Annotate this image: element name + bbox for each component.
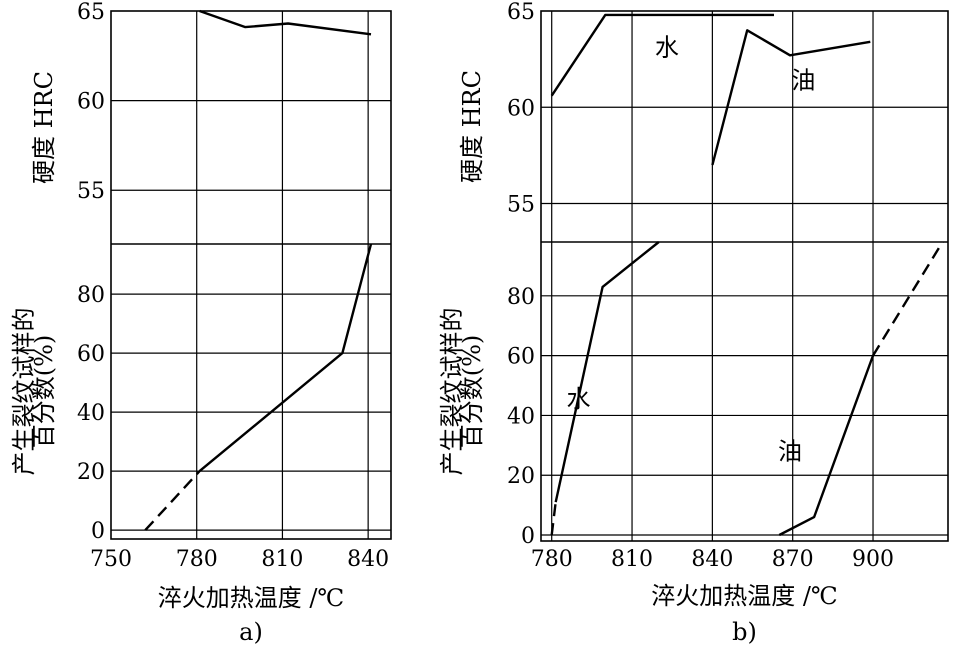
water-series-label-hardness: 水 [655, 34, 679, 62]
plot-frame [110, 10, 392, 540]
crack-rate-y-tick-label: 60 [507, 345, 535, 370]
x-tick-label: 900 [852, 547, 894, 572]
hardness-series-line-1 [711, 29, 871, 166]
x-tick-label: 780 [531, 547, 573, 572]
crack-rate-series-line-1 [198, 243, 373, 473]
x-tick-label: 750 [90, 547, 132, 572]
hardness-y-tick-label: 65 [507, 0, 535, 25]
crack-rate-y-tick-label: 40 [77, 401, 105, 426]
x-axis-title: 淬火加热温度 /℃ [651, 582, 838, 610]
plot-frame [540, 10, 949, 542]
crack-rate-y-tick-label: 0 [91, 519, 105, 544]
crack-rate-series-line-3 [871, 241, 944, 357]
crack-rate-y-tick-label: 0 [521, 524, 535, 549]
crack-rate-y-tick-label: 40 [507, 404, 535, 429]
x-tick-label: 810 [261, 547, 303, 572]
crack-rate-y-axis-title: 产生裂纹试样的 [438, 308, 466, 476]
x-tick-label: 810 [611, 547, 653, 572]
panel-label: b) [732, 618, 757, 646]
x-tick-label: 780 [176, 547, 218, 572]
crack-rate-y-tick-label: 20 [77, 460, 105, 485]
panel-label: a) [239, 618, 263, 646]
hardness-y-axis-title: 硬度 HRC [30, 71, 58, 184]
x-tick-label: 840 [347, 547, 389, 572]
hardness-y-tick-label: 60 [507, 96, 535, 121]
crack-rate-y-tick-label: 80 [507, 285, 535, 310]
crack-rate-series-line-2 [778, 355, 875, 537]
hardness-y-tick-label: 60 [77, 90, 105, 115]
hardness-series-line-0 [550, 13, 774, 97]
crack-rate-y-axis-title: 百分数(%) [30, 335, 58, 449]
hardness-y-tick-label: 55 [77, 179, 105, 204]
x-axis-title: 淬火加热温度 /℃ [158, 584, 345, 612]
crack-rate-series-line-1 [554, 241, 660, 503]
oil-series-label-crack: 油 [778, 437, 802, 465]
hardness-series-line-0 [199, 9, 372, 36]
oil-series-label-hardness: 油 [791, 66, 815, 94]
hardness-y-axis-title: 硬度 HRC [458, 70, 486, 183]
crack-rate-y-axis-title: 百分数(%) [458, 335, 486, 449]
water-series-label-crack: 水 [566, 385, 590, 413]
hardness-y-tick-label: 55 [507, 193, 535, 218]
crack-rate-y-tick-label: 80 [77, 283, 105, 308]
crack-rate-series-line-0 [144, 470, 201, 531]
crack-rate-y-tick-label: 60 [77, 342, 105, 367]
x-tick-label: 870 [772, 547, 814, 572]
hardness-y-tick-label: 65 [77, 0, 105, 25]
crack-rate-y-axis-title: 产生裂纹试样的 [10, 308, 38, 476]
crack-rate-y-tick-label: 20 [507, 464, 535, 489]
crack-rate-series-line-0 [550, 501, 557, 536]
x-tick-label: 840 [691, 547, 733, 572]
